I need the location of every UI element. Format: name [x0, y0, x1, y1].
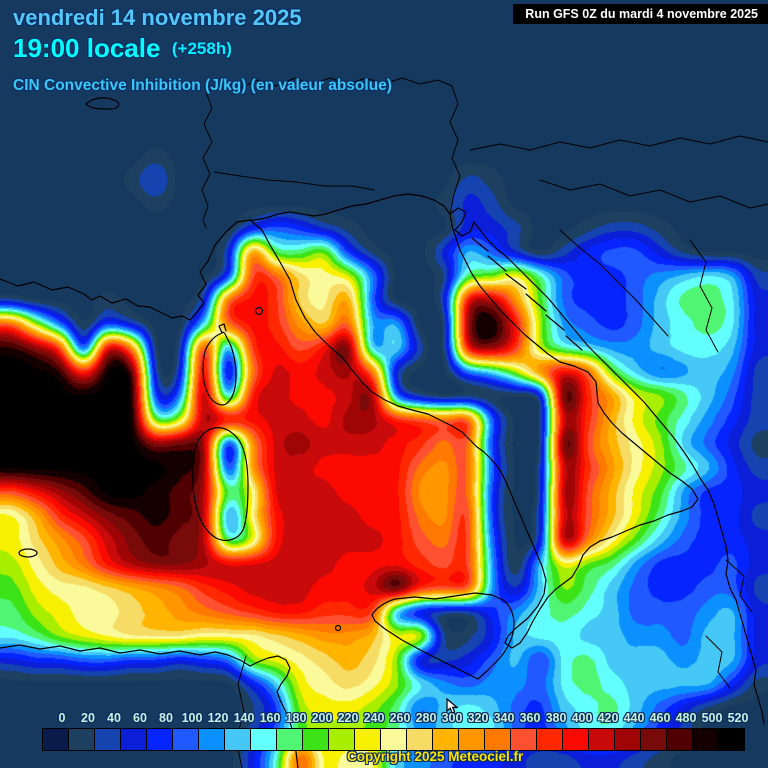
legend-color-cell [510, 728, 537, 751]
legend-tick-label: 140 [233, 711, 255, 725]
legend-color-cell [536, 728, 563, 751]
legend-tick-label: 280 [415, 711, 437, 725]
forecast-time-row: 19:00 locale (+258h) [13, 33, 392, 64]
legend-tick-label: 80 [159, 711, 173, 725]
legend-tick-label: 60 [133, 711, 147, 725]
forecast-date: vendredi 14 novembre 2025 [13, 5, 302, 30]
legend-tick-label: 420 [597, 711, 619, 725]
legend-tick-label: 340 [493, 711, 515, 725]
legend-tick-label: 300 [441, 711, 463, 725]
forecast-time: 19:00 locale [13, 33, 161, 63]
legend-tick-label: 500 [701, 711, 723, 725]
legend-color-cells [42, 728, 745, 751]
legend-tick-label: 0 [58, 711, 66, 725]
legend-color-cell [640, 728, 667, 751]
mouse-cursor-icon [446, 698, 459, 714]
legend-color-cell [146, 728, 173, 751]
model-run-info: Run GFS 0Z du mardi 4 novembre 2025 [513, 4, 768, 24]
legend-tick-label: 200 [311, 711, 333, 725]
legend-color-cell [614, 728, 641, 751]
legend-color-cell [354, 728, 381, 751]
legend-color-cell [198, 728, 225, 751]
legend-tick-label: 380 [545, 711, 567, 725]
legend-tick-label: 160 [259, 711, 281, 725]
legend-tick-label: 180 [285, 711, 307, 725]
page-header: vendredi 14 novembre 2025 19:00 locale (… [13, 5, 392, 95]
legend-tick-label: 320 [467, 711, 489, 725]
legend-tick-label: 40 [107, 711, 121, 725]
legend-color-cell [328, 728, 355, 751]
legend-color-cell [380, 728, 407, 751]
legend-tick-label: 120 [207, 711, 229, 725]
legend-color-cell [120, 728, 147, 751]
forecast-hour-offset: (+258h) [171, 39, 232, 58]
legend-scale: 0 20 40 60 80 100 120 140 160 180 200 220 240 260 280 3… [42, 711, 749, 751]
legend-color-cell [94, 728, 121, 751]
legend-tick-label: 400 [571, 711, 593, 725]
legend-tick-label: 520 [727, 711, 749, 725]
legend-color-cell [276, 728, 303, 751]
copyright-notice: Copyright 2025 Meteociel.fr [347, 749, 524, 764]
legend-tick-labels: 0 20 40 60 80 100 120 140 160 180 200 220 240 260 280 3… [43, 711, 749, 727]
legend-color-cell [718, 728, 745, 751]
legend-color-cell [666, 728, 693, 751]
legend-tick-label: 480 [675, 711, 697, 725]
legend-tick-label: 260 [389, 711, 411, 725]
legend-color-cell [588, 728, 615, 751]
legend-tick-label: 440 [623, 711, 645, 725]
legend-tick-label: 360 [519, 711, 541, 725]
legend-tick-label: 220 [337, 711, 359, 725]
legend-color-cell [42, 728, 69, 751]
parameter-title: CIN Convective Inhibition (J/kg) (en val… [13, 77, 392, 94]
legend-tick-label: 240 [363, 711, 385, 725]
legend-tick-label: 20 [81, 711, 95, 725]
legend-tick-label: 100 [181, 711, 203, 725]
legend-color-cell [250, 728, 277, 751]
legend-color-cell [692, 728, 719, 751]
legend-color-cell [432, 728, 459, 751]
legend-color-cell [224, 728, 251, 751]
legend-color-cell [406, 728, 433, 751]
legend-color-cell [458, 728, 485, 751]
legend-color-cell [302, 728, 329, 751]
legend-color-cell [68, 728, 95, 751]
legend-tick-label: 460 [649, 711, 671, 725]
legend-color-cell [172, 728, 199, 751]
legend-color-cell [484, 728, 511, 751]
legend-color-cell [562, 728, 589, 751]
